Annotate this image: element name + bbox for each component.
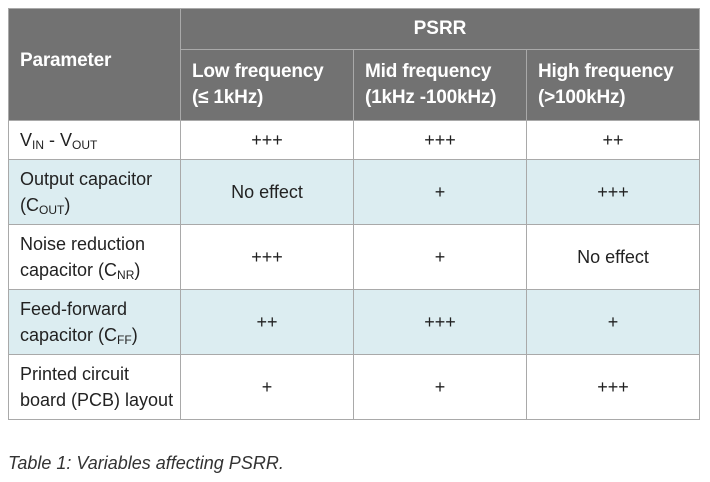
psrr-table-container: Parameter PSRR Low frequency (≤ 1kHz) Mi… (8, 8, 701, 420)
param-text: Printed circuit (20, 364, 130, 384)
parameter-header: Parameter (8, 8, 181, 121)
low-frequency-cell: No effect (180, 159, 354, 225)
table-caption: Table 1: Variables affecting PSRR. (8, 453, 284, 473)
table-row: Noise reduction capacitor (CNR) +++ + No … (8, 224, 701, 290)
table-row: VIN - VOUT +++ +++ ++ (8, 120, 701, 160)
high-frequency-label: High frequency (538, 61, 674, 82)
param-text: Feed-forward (20, 299, 128, 319)
mid-frequency-cell: + (353, 354, 527, 420)
table-row: Printed circuit board (PCB) layout + + ++… (8, 354, 701, 420)
parameter-cell: Printed circuit board (PCB) layout (8, 354, 181, 420)
high-frequency-cell: +++ (525, 159, 701, 225)
param-text: (C (20, 195, 39, 215)
parameter-cell: Output capacitor (COUT) (8, 159, 181, 225)
table-row: Output capacitor (COUT) No effect + +++ (8, 159, 701, 225)
low-frequency-cell: +++ (180, 120, 354, 160)
param-text: ) (134, 260, 141, 280)
high-frequency-range: (>100kHz) (538, 87, 626, 108)
param-subscript: FF (117, 333, 132, 347)
table-header: Parameter PSRR Low frequency (≤ 1kHz) Mi… (8, 8, 701, 121)
low-frequency-label: Low frequency (192, 61, 324, 82)
low-frequency-header: Low frequency (≤ 1kHz) (180, 49, 354, 121)
parameter-cell: Noise reduction capacitor (CNR) (8, 224, 181, 290)
mid-frequency-label: Mid frequency (365, 61, 492, 82)
psrr-table: Parameter PSRR Low frequency (≤ 1kHz) Mi… (8, 8, 701, 420)
param-subscript: OUT (39, 203, 65, 217)
param-text: ) (131, 325, 138, 345)
param-subscript: OUT (72, 138, 98, 152)
mid-frequency-header: Mid frequency (1kHz -100kHz) (353, 49, 527, 121)
param-text: Noise reduction (20, 234, 146, 254)
high-frequency-header: High frequency (>100kHz) (525, 49, 701, 121)
high-frequency-cell: +++ (525, 354, 701, 420)
mid-frequency-cell: + (353, 159, 527, 225)
high-frequency-cell: No effect (525, 224, 701, 290)
mid-frequency-cell: +++ (353, 289, 527, 355)
table-body: VIN - VOUT +++ +++ ++ Output capacitor (C… (8, 120, 701, 420)
low-frequency-cell: +++ (180, 224, 354, 290)
param-subscript: NR (117, 268, 135, 282)
parameter-cell: Feed-forward capacitor (CFF) (8, 289, 181, 355)
param-text: Output capacitor (20, 169, 153, 189)
header-row-columns: Low frequency (≤ 1kHz) Mid frequency (1k… (9, 49, 701, 121)
low-frequency-cell: + (180, 354, 354, 420)
mid-frequency-cell: +++ (353, 120, 527, 160)
param-text: V (20, 130, 33, 150)
param-text: board (PCB) layout (20, 390, 174, 410)
low-frequency-cell: ++ (180, 289, 354, 355)
header-row-group: Parameter PSRR (8, 8, 701, 121)
psrr-group-header: PSRR (179, 8, 701, 50)
param-text: - V (44, 130, 73, 150)
table-row: Feed-forward capacitor (CFF) ++ +++ + (8, 289, 701, 355)
param-text: capacitor (C (20, 260, 118, 280)
high-frequency-cell: ++ (525, 120, 701, 160)
param-subscript: IN (32, 138, 45, 152)
param-text: capacitor (C (20, 325, 118, 345)
mid-frequency-cell: + (353, 224, 527, 290)
param-text: ) (64, 195, 71, 215)
parameter-cell: VIN - VOUT (8, 120, 181, 160)
low-frequency-range: (≤ 1kHz) (192, 87, 264, 108)
mid-frequency-range: (1kHz -100kHz) (365, 87, 497, 108)
high-frequency-cell: + (525, 289, 701, 355)
